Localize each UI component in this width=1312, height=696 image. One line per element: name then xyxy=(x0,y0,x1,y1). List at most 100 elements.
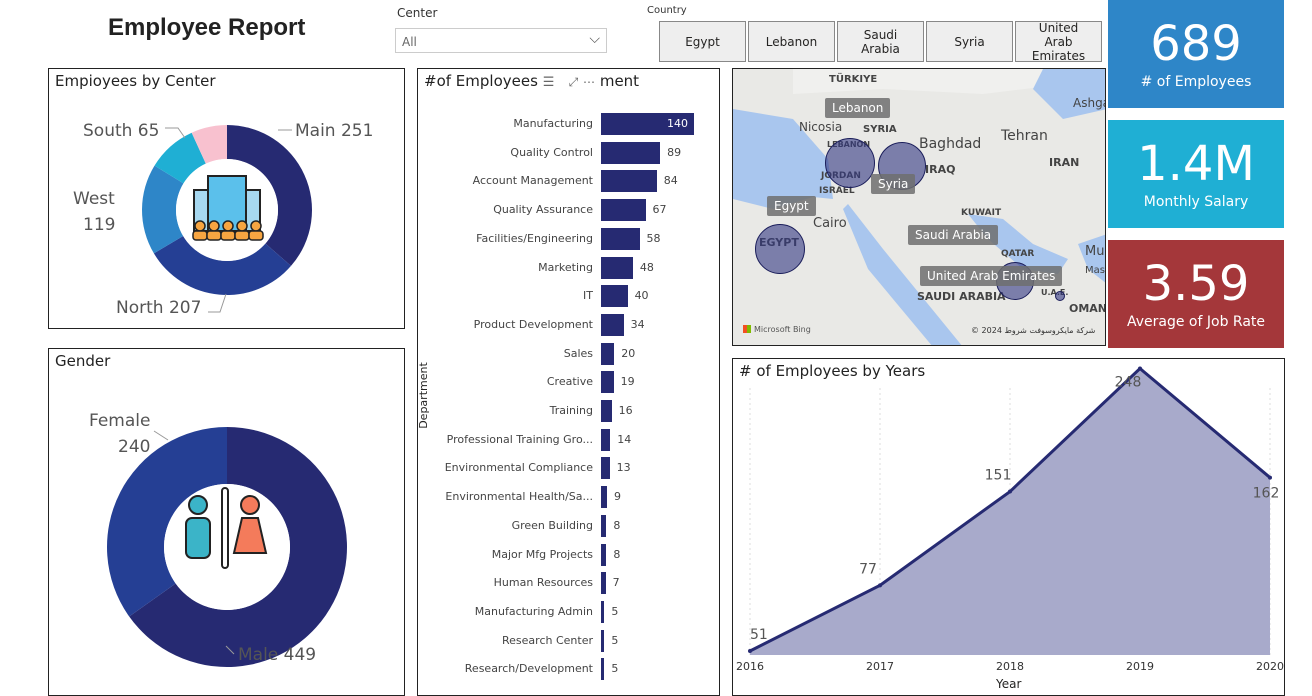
map-place-label: Mas xyxy=(1085,265,1105,276)
donut-slice[interactable] xyxy=(227,125,312,266)
bar-category-label: Quality Assurance xyxy=(493,203,593,217)
bar[interactable] xyxy=(601,256,633,279)
focus-mode-icon[interactable]: ⤢ xyxy=(568,75,579,89)
bar[interactable] xyxy=(601,113,694,135)
bar[interactable] xyxy=(601,285,628,308)
bar-value: 48 xyxy=(639,260,654,274)
data-point[interactable] xyxy=(1008,489,1012,494)
data-point[interactable] xyxy=(878,583,882,588)
panel-title: # of Employees by Years xyxy=(739,362,926,380)
kpi-value: 689 xyxy=(1150,16,1242,72)
bar-category-label: Account Management xyxy=(472,174,593,188)
data-label: 162 xyxy=(1253,486,1280,502)
map-place-label: Mus xyxy=(1085,244,1105,259)
map-bubble[interactable] xyxy=(755,224,805,274)
bar[interactable] xyxy=(601,428,611,451)
map-place-label: IRAN xyxy=(1049,156,1080,169)
map-place-label: Tehran xyxy=(1001,128,1048,144)
x-tick-label: 2017 xyxy=(866,660,894,673)
map-place-label: KUWAIT xyxy=(961,208,1002,218)
kpi-label: Monthly Salary xyxy=(1143,194,1249,210)
data-label: 77 xyxy=(859,561,877,577)
bar[interactable] xyxy=(601,514,607,537)
bar[interactable] xyxy=(601,199,646,222)
map-bubble[interactable] xyxy=(1055,291,1065,301)
donut-slice[interactable] xyxy=(154,132,206,184)
map-attribution: Microsoft Bing xyxy=(754,325,811,334)
bar[interactable] xyxy=(601,572,606,595)
map-country-label: Syria xyxy=(871,174,916,194)
bar-value: 89 xyxy=(667,145,682,159)
data-point[interactable] xyxy=(1268,475,1272,480)
center-filter-label: Center xyxy=(397,6,438,20)
bar-value: 58 xyxy=(646,231,661,245)
country-map[interactable]: TÜRKIYENicosiaSYRIALEBANONBaghdadTehranI… xyxy=(732,68,1106,346)
slice-label: Female xyxy=(89,411,150,431)
bar[interactable] xyxy=(601,543,607,566)
map-place-label: Cairo xyxy=(813,216,847,231)
bar-category-label: Environmental Health/Sa... xyxy=(445,490,593,504)
bar-value: 84 xyxy=(663,174,678,188)
map-place-label: SAUDI ARABIA xyxy=(917,290,1006,303)
bar[interactable] xyxy=(601,400,612,422)
data-label: 248 xyxy=(1115,375,1142,391)
bar-value: 40 xyxy=(634,289,649,303)
kpi-value: 1.4M xyxy=(1137,136,1255,192)
country-button[interactable]: Syria xyxy=(926,21,1013,62)
donut-slice[interactable] xyxy=(153,236,292,295)
bar[interactable] xyxy=(601,629,605,652)
filter-icon[interactable]: ☰ xyxy=(542,75,555,90)
map-country-label: United Arab Emirates xyxy=(920,266,1063,286)
building-icon xyxy=(192,175,264,241)
bar-value: 20 xyxy=(621,346,636,360)
bar-value: 9 xyxy=(613,490,621,504)
bar[interactable] xyxy=(601,313,624,336)
bar-category-label: Training xyxy=(549,404,593,417)
bar[interactable] xyxy=(601,227,640,250)
country-button[interactable]: Lebanon xyxy=(748,21,835,62)
bar-category-label: Manufacturing xyxy=(513,117,593,130)
department-bar-panel: #of Employees ☰ ⤢ ⋯ ment Department xyxy=(417,68,720,696)
gender-donut-chart: Male 449 Female 240 xyxy=(89,411,348,667)
center-dropdown[interactable]: All ⌵ xyxy=(395,28,607,53)
bar[interactable] xyxy=(601,170,657,193)
slice-label: North 207 xyxy=(116,298,201,318)
bar[interactable] xyxy=(601,141,661,164)
map-place-label: SYRIA xyxy=(863,124,897,135)
bar-category-label: Creative xyxy=(546,375,593,389)
bar-category-label: Marketing xyxy=(538,260,593,274)
country-button[interactable]: Egypt xyxy=(659,21,746,62)
bar-value: 19 xyxy=(620,375,635,389)
map-place-label: Ashga xyxy=(1073,96,1105,110)
donut-slice[interactable] xyxy=(142,165,184,254)
donut-slice[interactable] xyxy=(107,427,227,617)
chevron-down-icon: ⌵ xyxy=(589,31,600,47)
bar[interactable] xyxy=(601,457,610,480)
bar-value: 14 xyxy=(617,432,632,446)
center-value: All xyxy=(402,35,417,49)
data-point[interactable] xyxy=(748,649,752,653)
more-options-icon[interactable]: ⋯ xyxy=(583,75,596,89)
years-area-chart: 2016 2017 2018 2019 2020 51 77 151 248 162 xyxy=(736,366,1284,673)
donut-slice[interactable] xyxy=(129,427,348,667)
bar[interactable] xyxy=(601,658,605,681)
bar[interactable] xyxy=(601,600,605,623)
map-place-label: Nicosia xyxy=(799,120,843,134)
country-button[interactable]: Saudi Arabia xyxy=(837,21,924,62)
bar-category-label: Sales xyxy=(563,346,593,360)
donut-slice[interactable] xyxy=(191,125,227,164)
bar[interactable] xyxy=(601,342,615,365)
bar[interactable] xyxy=(601,371,614,394)
slice-label: 119 xyxy=(83,215,115,235)
map-background xyxy=(733,69,1105,345)
country-button[interactable]: United Arab Emirates xyxy=(1015,21,1102,63)
bar-value: 8 xyxy=(613,547,621,561)
bar-category-label: IT xyxy=(583,289,593,303)
x-axis-label: Year xyxy=(996,677,1022,691)
bar[interactable] xyxy=(601,486,607,509)
bar-category-label: Green Building xyxy=(511,518,593,532)
map-bubble[interactable] xyxy=(825,138,875,188)
data-point[interactable] xyxy=(1138,366,1142,371)
data-label: 51 xyxy=(750,627,768,643)
center-donut-chart: Main 251 North 207 West 119 South 65 xyxy=(73,121,373,318)
